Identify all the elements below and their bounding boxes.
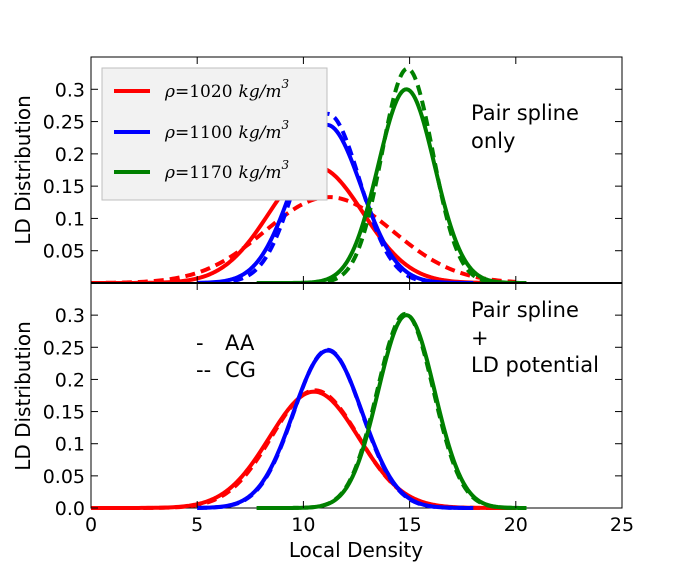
bottom-xtick-label: 0 <box>85 514 97 536</box>
bottom-ytick-label: 0.3 <box>55 305 85 327</box>
top-ytick-label: 0.25 <box>43 112 85 134</box>
top-ytick-label: 0.2 <box>55 144 85 166</box>
bottom-series-4-aa <box>256 313 527 510</box>
bottom-ytick-label: 0.15 <box>43 402 85 424</box>
top-series-5-cg <box>311 66 502 285</box>
bottom-ytick-label: 0.0 <box>55 498 85 520</box>
top-ytick-label: 0.05 <box>43 241 85 263</box>
top-y-axis-label: LD Distribution <box>11 95 35 245</box>
top-ytick-label: 0.15 <box>43 176 85 198</box>
style-key-aa-marker: - <box>196 331 204 355</box>
legend: ρ=1020 kg/m3 ρ=1100 kg/m3 ρ=1170 kg/m3 <box>101 67 328 201</box>
bottom-xtick-label: 5 <box>191 514 203 536</box>
style-key-cg-marker: -- <box>196 358 211 382</box>
bottom-annotation-line-1: Pair spline <box>471 298 579 322</box>
top-ytick-label: 0.3 <box>55 79 85 101</box>
top-annotation-line-2: only <box>471 129 515 153</box>
bottom-annotation-line-2: + <box>471 326 489 350</box>
bottom-xtick-label: 10 <box>291 514 315 536</box>
bottom-xtick-label: 25 <box>610 514 634 536</box>
style-key-aa-label: AA <box>225 331 255 355</box>
bottom-ytick-label: 0.1 <box>55 434 85 456</box>
bottom-ytick-label: 0.05 <box>43 466 85 488</box>
bottom-series-3-cg <box>196 347 474 510</box>
x-axis-label: Local Density <box>289 538 423 562</box>
bottom-ytick-label: 0.25 <box>43 337 85 359</box>
bottom-y-axis-label: LD Distribution <box>11 321 35 471</box>
bottom-xtick-label: 15 <box>398 514 422 536</box>
bottom-ytick-label: 0.2 <box>55 369 85 391</box>
legend-label-1100: ρ=1100 kg/m3 <box>164 118 290 143</box>
top-annotation-line-1: Pair spline <box>471 101 579 125</box>
bottom-annotation-line-3: LD potential <box>471 353 599 377</box>
top-ytick-label: 0.1 <box>55 208 85 230</box>
bottom-panel: 0.0 0.05 0.1 0.15 0.2 0.25 0.3 0 5 10 15 20 25 <box>43 282 634 536</box>
bottom-xtick-label: 20 <box>504 514 528 536</box>
style-key-cg-label: CG <box>225 358 256 382</box>
legend-label-1020: ρ=1020 kg/m3 <box>164 77 290 102</box>
legend-label-1170: ρ=1170 kg/m3 <box>164 158 290 183</box>
